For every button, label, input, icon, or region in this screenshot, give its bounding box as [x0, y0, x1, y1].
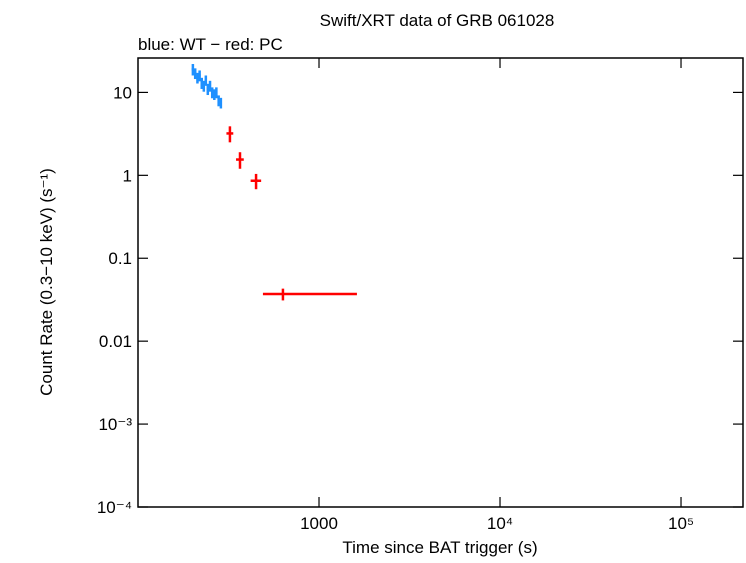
y-tick-label: 0.1: [108, 249, 132, 268]
chart-title: Swift/XRT data of GRB 061028: [320, 11, 555, 30]
x-axis-label: Time since BAT trigger (s): [342, 538, 537, 557]
y-tick-label: 10⁻³: [98, 415, 132, 434]
y-tick-label: 1: [123, 166, 132, 185]
y-axis-label: Count Rate (0.3−10 keV) (s⁻¹): [37, 168, 56, 396]
y-tick-label: 10: [113, 83, 132, 102]
y-tick-label: 10⁻⁴: [97, 498, 132, 517]
x-tick-label: 10⁴: [487, 514, 513, 533]
x-tick-label: 1000: [300, 514, 338, 533]
x-tick-label: 10⁵: [668, 514, 694, 533]
y-tick-label: 0.01: [99, 332, 132, 351]
chart-subtitle: blue: WT − red: PC: [138, 35, 283, 54]
plot-frame: [137, 57, 744, 508]
